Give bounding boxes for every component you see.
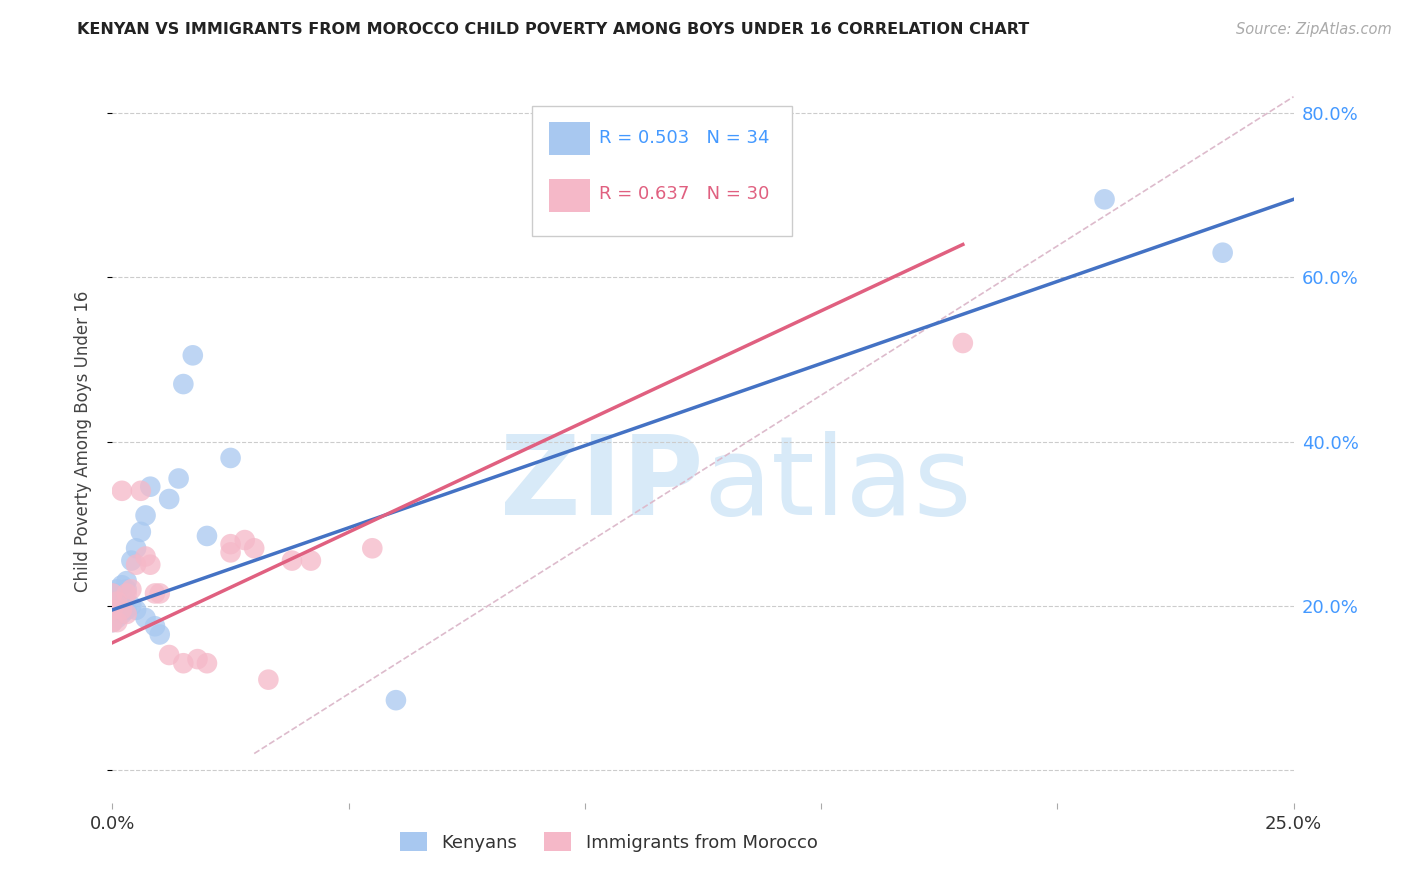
Point [186,652,208,666]
Point [105,582,128,597]
Point [157,648,180,662]
Point [668,201,690,215]
Point [167,471,190,485]
Point [101,586,124,600]
Point [101,591,124,605]
Y-axis label: Child Poverty Among Boys Under 16: Child Poverty Among Boys Under 16 [73,291,91,592]
Text: ZIP: ZIP [499,432,703,539]
Point [149,627,172,641]
Text: R = 0.637   N = 30: R = 0.637 N = 30 [599,186,769,203]
Point [101,615,124,630]
Point [111,607,134,621]
Point [111,483,134,498]
Point [120,599,142,613]
Point [105,586,128,600]
Point [105,611,128,625]
Point [101,615,124,630]
FancyBboxPatch shape [531,105,792,235]
Point [105,615,128,630]
Point [115,607,138,621]
FancyBboxPatch shape [550,178,589,211]
Text: R = 0.503   N = 34: R = 0.503 N = 34 [599,129,769,147]
Point [125,541,148,556]
Point [1094,192,1116,206]
Point [195,529,218,543]
FancyBboxPatch shape [550,122,589,155]
Point [219,450,242,465]
Point [1212,245,1234,260]
Point [115,586,138,600]
Point [120,582,142,597]
Point [101,586,124,600]
Point [111,586,134,600]
Point [243,541,266,556]
Point [143,619,166,633]
Point [101,603,124,617]
Point [101,594,124,608]
Point [105,594,128,608]
Text: atlas: atlas [703,432,972,539]
Legend: Kenyans, Immigrants from Morocco: Kenyans, Immigrants from Morocco [392,825,825,859]
Point [233,533,256,547]
Point [181,348,204,362]
Point [125,558,148,572]
Point [135,508,157,523]
Point [129,483,152,498]
Point [139,480,162,494]
Point [172,377,194,392]
Point [111,603,134,617]
Point [105,599,128,613]
Point [139,558,162,572]
Text: KENYAN VS IMMIGRANTS FROM MOROCCO CHILD POVERTY AMONG BOYS UNDER 16 CORRELATION : KENYAN VS IMMIGRANTS FROM MOROCCO CHILD … [77,22,1029,37]
Point [120,553,142,567]
Text: Source: ZipAtlas.com: Source: ZipAtlas.com [1236,22,1392,37]
Point [195,657,218,671]
Point [281,553,304,567]
Point [219,537,242,551]
Point [257,673,280,687]
Point [149,586,172,600]
Point [952,336,974,351]
Point [299,553,322,567]
Point [135,549,157,564]
Point [172,657,194,671]
Point [143,586,166,600]
Point [135,611,157,625]
Point [385,693,408,707]
Point [115,582,138,597]
Point [111,578,134,592]
Point [219,545,242,559]
Point [115,574,138,588]
Point [115,603,138,617]
Point [361,541,384,556]
Point [157,491,180,506]
Point [125,603,148,617]
Point [129,524,152,539]
Point [101,603,124,617]
